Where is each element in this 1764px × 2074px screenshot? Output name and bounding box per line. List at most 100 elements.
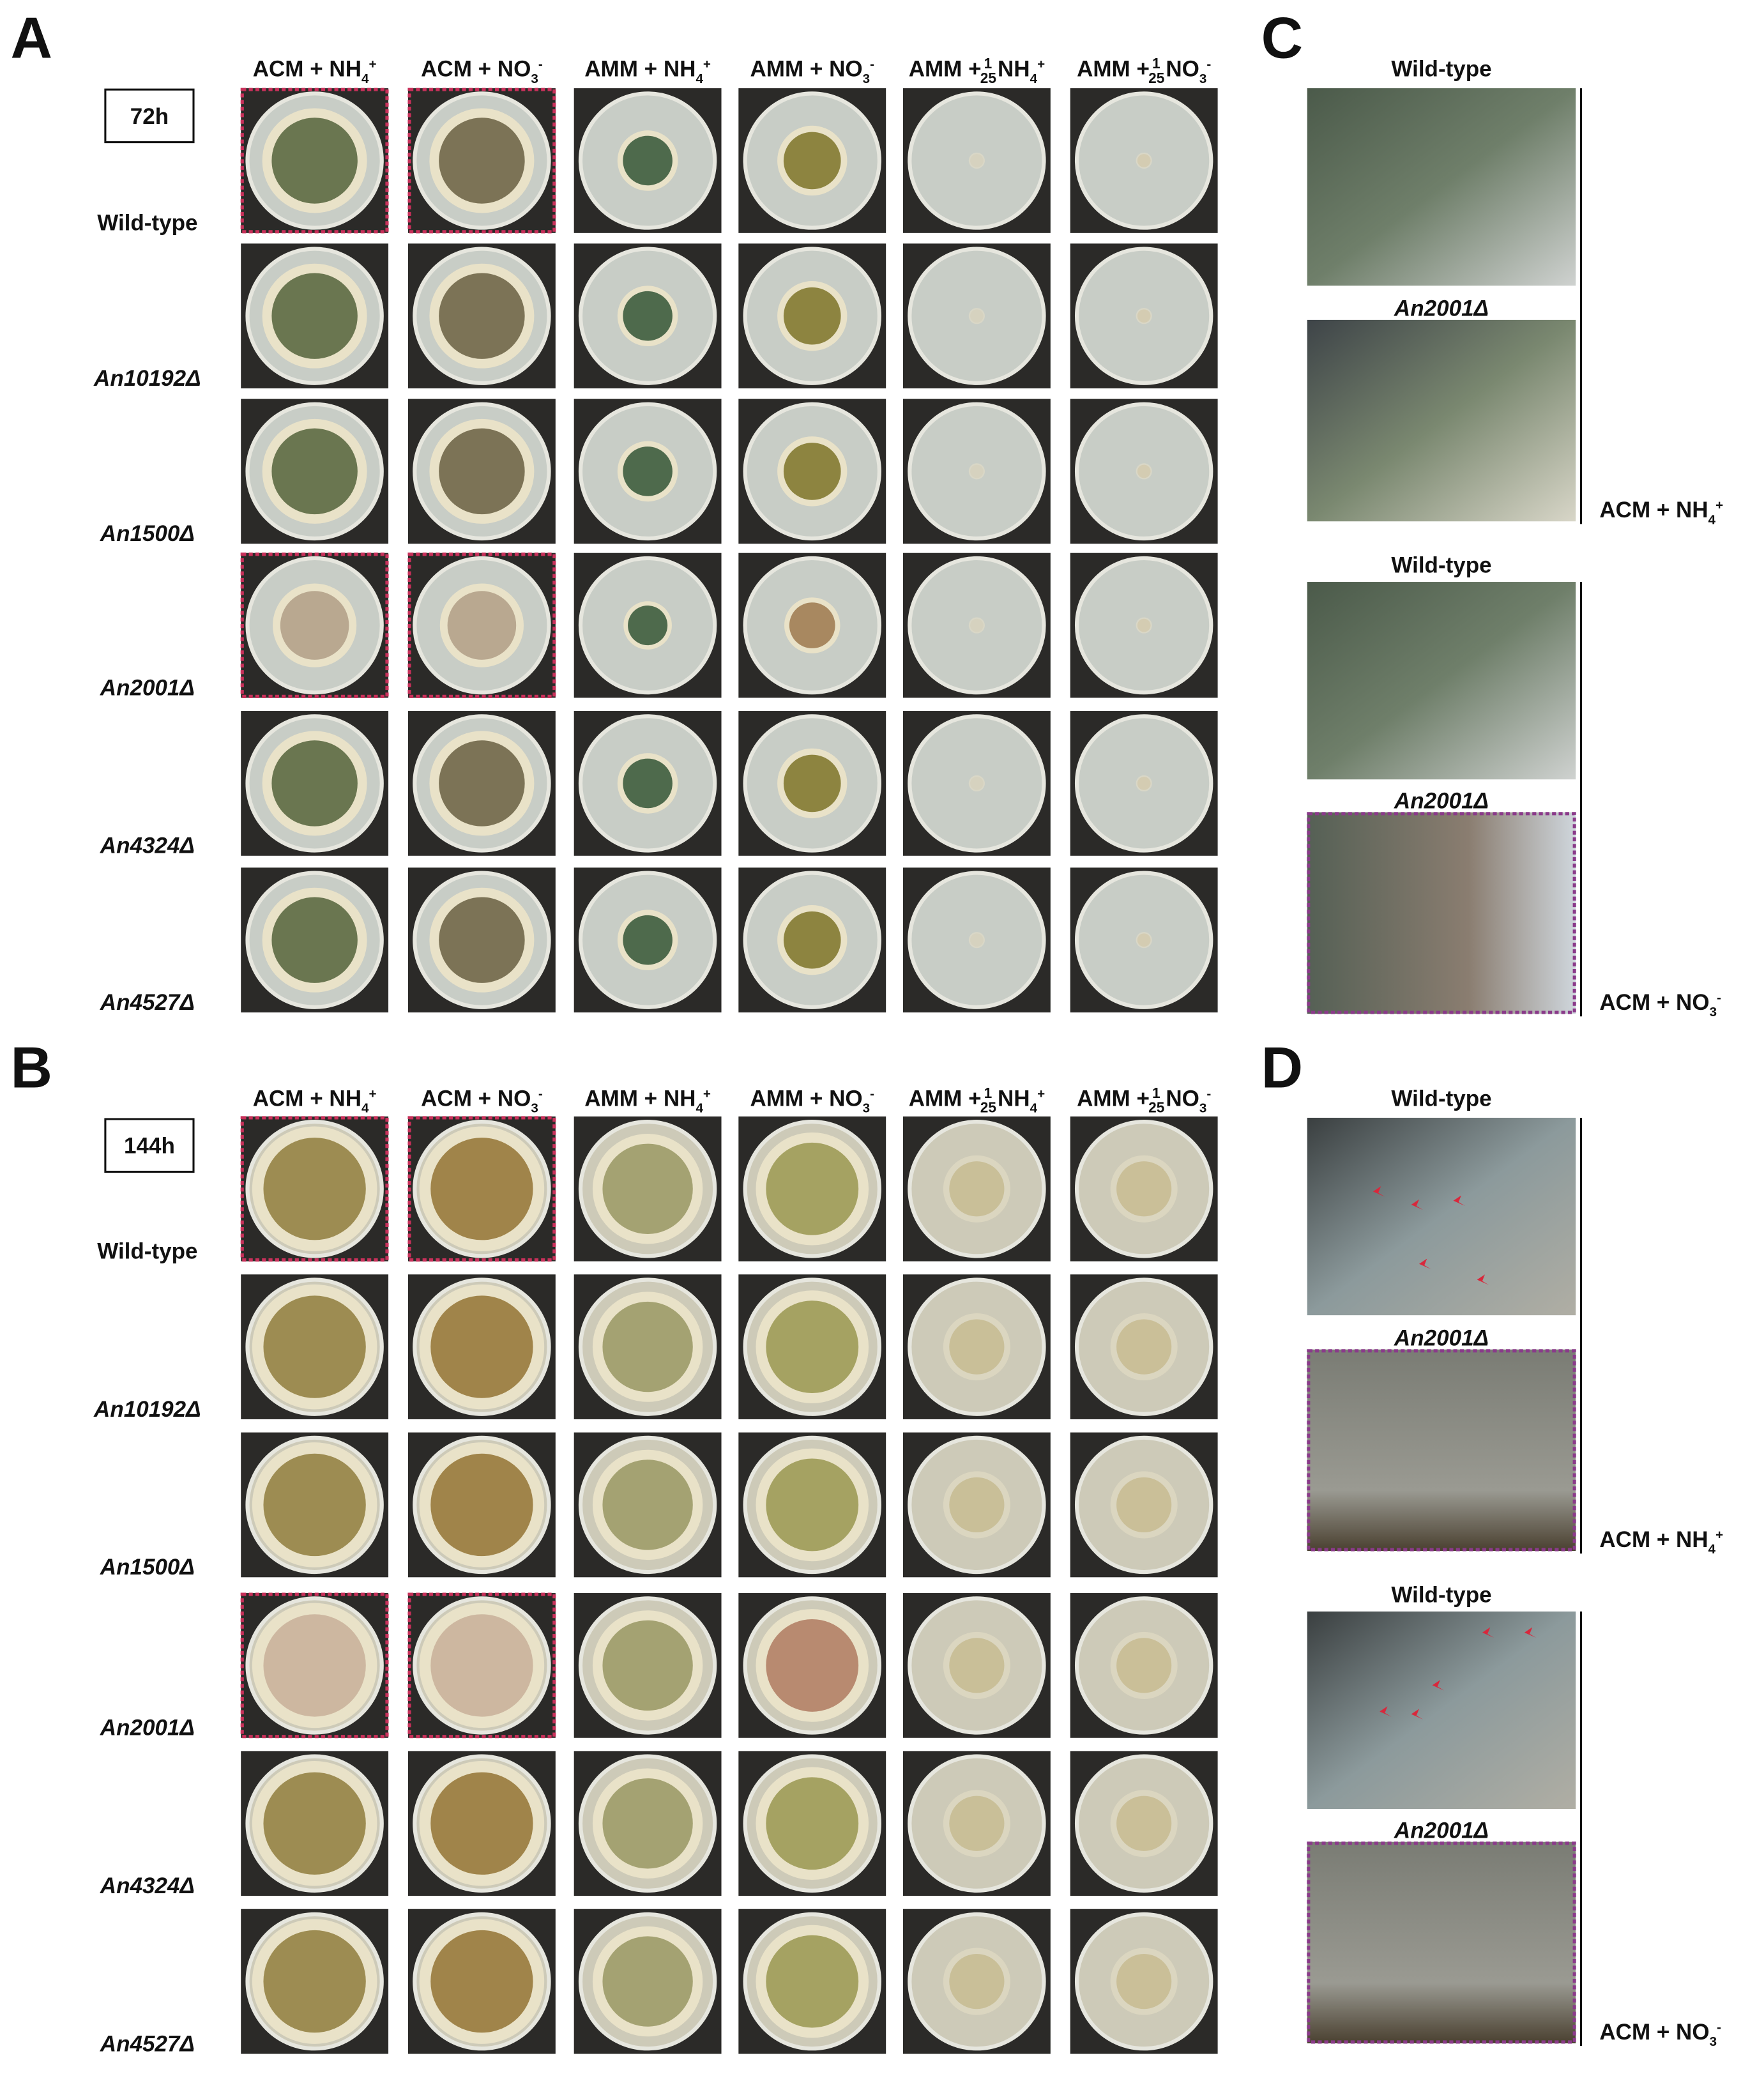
condition-sup: + [369, 57, 376, 72]
condition-den: 25 [1148, 1099, 1164, 1116]
colony [970, 464, 984, 478]
strain-label: An2001Δ [100, 1716, 195, 1741]
condition-main: AMM + NO [750, 57, 863, 82]
plate-photo [1070, 553, 1218, 698]
condition-label: AMM + NO3- [750, 57, 875, 86]
plate-photo [902, 1751, 1051, 1896]
strain-label: Wild-type [97, 211, 197, 236]
condition-sup: - [1717, 2020, 1721, 2034]
colony [949, 1477, 1005, 1533]
plate-photo [902, 243, 1051, 389]
plate-photo [574, 711, 722, 856]
plate-photo [407, 1592, 556, 1739]
condition-ion: NO [1166, 1086, 1199, 1111]
time-box [104, 88, 195, 144]
colony [271, 118, 358, 204]
strain-label: An1500Δ [100, 1555, 195, 1580]
micrograph [1307, 319, 1576, 522]
colony [602, 1778, 693, 1869]
arrowhead [1482, 1627, 1494, 1638]
strain-label: Wild-type [97, 1239, 197, 1264]
micrograph [1307, 1117, 1576, 1316]
colony [628, 606, 668, 646]
plate-photo [902, 867, 1051, 1013]
arrowhead [1524, 1627, 1537, 1638]
highlight-border [1307, 1349, 1576, 1552]
colony [439, 118, 525, 204]
colony [1116, 1161, 1172, 1217]
micrograph [1307, 582, 1576, 780]
plate-photo [738, 1593, 886, 1738]
condition-label: ACM + NH4+ [1599, 498, 1723, 527]
plate-photo [407, 88, 556, 234]
plate-photo [407, 867, 556, 1013]
image-caption: An2001Δ [1394, 789, 1489, 814]
plate-photo [574, 1909, 722, 2054]
condition-sup: - [538, 57, 543, 72]
condition-label: ACM + NO3- [1599, 990, 1721, 1019]
condition-label: AMM + NO3- [750, 1086, 875, 1115]
plate-photo [407, 1432, 556, 1578]
strain-label: An4324Δ [100, 834, 195, 858]
colony [970, 933, 984, 947]
colony [1116, 1953, 1172, 2009]
image-caption: An2001Δ [1394, 1326, 1489, 1351]
colony [430, 1453, 533, 1557]
condition-label: ACM + NH4+ [253, 1086, 377, 1115]
condition-sub: 3 [531, 72, 538, 86]
condition-sup: + [703, 57, 711, 72]
condition-main: ACM + NO [1599, 990, 1709, 1015]
plate-photo [738, 243, 886, 389]
condition-main: ACM + NH [1599, 1527, 1708, 1552]
colony [271, 897, 358, 983]
strain-label: An1500Δ [100, 521, 195, 546]
colony [263, 1930, 366, 2033]
colony [766, 1142, 859, 1235]
condition-main: ACM + NH [253, 57, 361, 82]
plate-photo [738, 88, 886, 233]
colony [280, 591, 349, 660]
plate-photo [738, 1274, 886, 1419]
condition-main: AMM + [909, 1086, 982, 1111]
highlight-border [1307, 1841, 1576, 2044]
highlight-border [1307, 812, 1576, 1014]
plate-photo [240, 1592, 389, 1739]
plate-photo [1070, 399, 1218, 544]
plate-photo [1070, 867, 1218, 1013]
highlight-border [407, 88, 556, 234]
condition-sub: 4 [696, 1101, 703, 1116]
micrograph [1307, 1611, 1576, 1810]
plate-photo [407, 1116, 556, 1262]
colony [766, 1935, 859, 2028]
colony [263, 1138, 366, 1240]
arrowhead [1411, 1199, 1424, 1210]
condition-sub: 4 [1708, 512, 1716, 527]
arrowhead [1411, 1709, 1424, 1719]
strain-label: An4527Δ [100, 990, 195, 1015]
condition-sup: + [369, 1087, 376, 1101]
condition-sup: - [870, 1087, 874, 1101]
time-label: 144h [124, 1134, 175, 1159]
plate-photo [407, 1751, 556, 1896]
plate-photo [738, 1909, 886, 2054]
plate-photo [241, 1432, 389, 1578]
arrowhead [1453, 1195, 1466, 1207]
condition-label: ACM + NO3- [1599, 2020, 1721, 2049]
image-caption: An2001Δ [1394, 1818, 1489, 1843]
highlight-border [240, 88, 389, 234]
colony [949, 1953, 1005, 2009]
condition-main: AMM + [1077, 57, 1150, 82]
condition-sup: - [1717, 991, 1721, 1005]
condition-main: AMM + NH [584, 1086, 696, 1111]
colony [970, 154, 984, 167]
plate-photo [574, 1751, 722, 1896]
micrograph [1307, 88, 1576, 286]
condition-label: AMM +1 25 NH4+ [909, 1085, 1045, 1116]
colony [970, 618, 984, 632]
colony [271, 273, 358, 359]
plate-photo [902, 1432, 1051, 1578]
condition-main: ACM + NO [1599, 2020, 1709, 2045]
colony [430, 1138, 533, 1240]
condition-sup: - [1206, 1087, 1211, 1101]
colony [602, 1620, 693, 1711]
